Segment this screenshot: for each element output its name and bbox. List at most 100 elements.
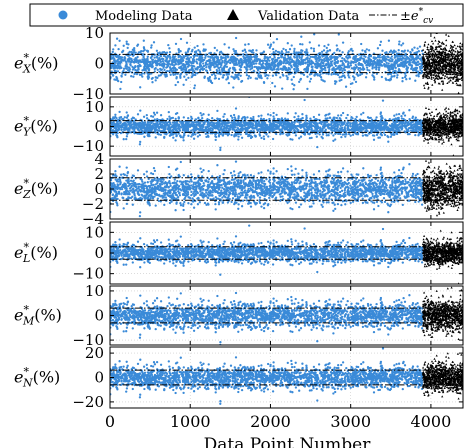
modeling-point bbox=[308, 41, 311, 44]
modeling-point bbox=[363, 49, 367, 53]
modeling-point bbox=[317, 63, 320, 66]
modeling-point bbox=[125, 61, 128, 64]
modeling-point bbox=[174, 68, 177, 71]
modeling-point bbox=[408, 64, 412, 67]
modeling-point bbox=[161, 60, 165, 63]
modeling-point bbox=[247, 42, 250, 46]
modeling-point bbox=[252, 69, 255, 72]
modeling-point bbox=[125, 135, 129, 138]
validation-point bbox=[422, 74, 425, 77]
panel-x: 100−10e* X(%) bbox=[14, 24, 464, 103]
modeling-point bbox=[283, 65, 286, 68]
modeling-point bbox=[327, 70, 331, 73]
modeling-point bbox=[325, 63, 328, 66]
validation-point bbox=[425, 65, 428, 68]
modeling-point bbox=[162, 66, 165, 69]
validation-point bbox=[423, 44, 426, 47]
modeling-point bbox=[251, 48, 255, 52]
modeling-point bbox=[400, 64, 403, 67]
modeling-point bbox=[222, 115, 225, 118]
validation-point bbox=[457, 68, 460, 71]
modeling-point bbox=[401, 76, 404, 80]
validation-point bbox=[425, 76, 428, 79]
modeling-point bbox=[175, 58, 178, 61]
modeling-point bbox=[118, 39, 121, 42]
modeling-point bbox=[115, 77, 119, 80]
modeling-point bbox=[185, 61, 189, 64]
modeling-point bbox=[335, 116, 339, 120]
validation-point bbox=[424, 75, 427, 78]
modeling-point bbox=[209, 56, 213, 59]
modeling-point bbox=[120, 75, 123, 78]
modeling-point bbox=[391, 63, 394, 66]
modeling-point bbox=[163, 121, 166, 125]
modeling-point bbox=[122, 44, 125, 47]
modeling-point bbox=[404, 61, 408, 64]
modeling-point bbox=[243, 48, 247, 52]
modeling-point bbox=[338, 49, 341, 52]
validation-point bbox=[449, 73, 452, 76]
modeling-point bbox=[384, 57, 388, 60]
modeling-point bbox=[121, 50, 124, 54]
modeling-point bbox=[274, 49, 278, 53]
validation-point bbox=[431, 83, 434, 86]
validation-point bbox=[459, 42, 462, 45]
modeling-point bbox=[376, 47, 380, 50]
modeling-point bbox=[280, 56, 283, 59]
modeling-point bbox=[351, 60, 355, 64]
modeling-point bbox=[144, 69, 147, 72]
modeling-point bbox=[322, 62, 325, 65]
modeling-point bbox=[242, 53, 245, 56]
modeling-point bbox=[243, 65, 246, 69]
modeling-point bbox=[128, 122, 131, 126]
modeling-point bbox=[193, 86, 196, 90]
modeling-point bbox=[350, 47, 353, 51]
validation-point bbox=[460, 78, 463, 81]
validation-point bbox=[423, 43, 426, 46]
modeling-point bbox=[324, 69, 327, 72]
validation-point bbox=[456, 58, 459, 61]
modeling-point bbox=[142, 47, 146, 50]
modeling-point bbox=[233, 62, 236, 66]
modeling-point bbox=[262, 81, 266, 85]
modeling-point bbox=[179, 134, 182, 137]
modeling-point bbox=[347, 121, 350, 124]
modeling-point bbox=[389, 78, 393, 81]
validation-point bbox=[431, 46, 434, 48]
modeling-point bbox=[309, 55, 313, 59]
modeling-point bbox=[347, 50, 350, 53]
validation-point bbox=[431, 68, 434, 71]
modeling-point bbox=[414, 51, 417, 54]
modeling-point bbox=[167, 60, 170, 63]
modeling-point bbox=[196, 128, 199, 131]
modeling-point bbox=[268, 66, 271, 69]
modeling-point bbox=[320, 58, 323, 61]
modeling-point bbox=[136, 113, 140, 116]
modeling-point bbox=[366, 68, 369, 72]
modeling-point bbox=[219, 65, 222, 69]
modeling-point bbox=[128, 128, 131, 132]
modeling-point bbox=[193, 84, 197, 87]
modeling-point bbox=[351, 49, 354, 53]
modeling-point bbox=[326, 60, 329, 63]
modeling-point bbox=[358, 58, 361, 62]
modeling-point bbox=[248, 121, 251, 124]
modeling-point bbox=[143, 135, 146, 138]
validation-point bbox=[459, 60, 462, 63]
modeling-point bbox=[288, 58, 292, 61]
modeling-point bbox=[331, 68, 334, 72]
modeling-point bbox=[330, 73, 333, 76]
modeling-point bbox=[240, 59, 244, 63]
modeling-point bbox=[390, 65, 394, 69]
modeling-point bbox=[218, 69, 221, 72]
modeling-point bbox=[292, 63, 295, 66]
validation-point bbox=[428, 69, 431, 72]
modeling-point bbox=[237, 59, 240, 62]
validation-point bbox=[423, 68, 426, 71]
modeling-point bbox=[114, 115, 117, 119]
modeling-point bbox=[282, 61, 285, 65]
modeling-point bbox=[307, 64, 310, 68]
modeling-point bbox=[298, 56, 301, 59]
modeling-point bbox=[234, 36, 238, 40]
validation-point bbox=[447, 29, 449, 31]
